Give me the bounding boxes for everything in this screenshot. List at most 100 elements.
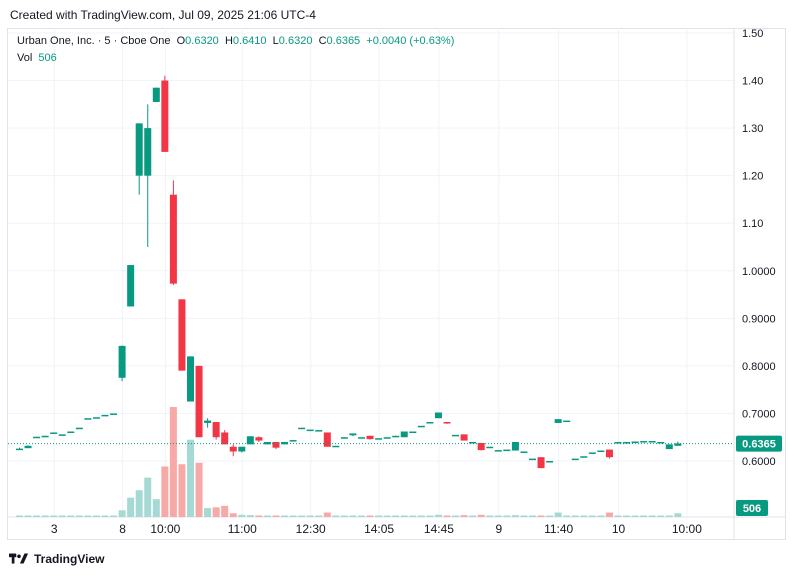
volume-bar (178, 464, 186, 517)
volume-bar (349, 515, 357, 517)
volume-bar (263, 515, 271, 517)
x-tick-label: 10:00 (672, 522, 702, 536)
x-tick-label: 14:05 (364, 522, 394, 536)
ohlc-legend: Urban One, Inc. · 5 · Cboe One O0.6320 H… (17, 35, 454, 47)
volume-bar (195, 462, 203, 517)
candle-body (33, 436, 41, 439)
volume-bar (144, 477, 152, 517)
y-tick-label: 1.0000 (742, 266, 776, 278)
candle-body (554, 419, 562, 423)
candle-body (366, 435, 374, 440)
candle-body (546, 461, 554, 463)
open-value: 0.6320 (185, 35, 219, 47)
volume-bar (92, 515, 100, 517)
candle-body (623, 441, 631, 444)
volume-bar (605, 512, 613, 517)
volume-label: Vol (17, 52, 33, 64)
candle-body (161, 80, 169, 152)
x-tick-label: 11:00 (228, 522, 257, 536)
candle-body (358, 437, 365, 439)
candle-body (340, 437, 348, 439)
volume-bar (640, 515, 648, 517)
volume-bar (187, 439, 194, 517)
candle-body (477, 442, 485, 451)
candle-body (127, 265, 135, 307)
candle-body (657, 441, 665, 444)
candle-body (221, 432, 229, 445)
candle-body (178, 299, 186, 371)
candle-body (349, 433, 357, 436)
candle-body (204, 420, 212, 423)
candle-body (255, 437, 263, 441)
candle-body (529, 458, 536, 461)
candle-body (169, 194, 177, 284)
volume-bar (520, 515, 528, 517)
candle-body (460, 434, 468, 441)
candle-body (597, 450, 605, 453)
volume-bar (571, 515, 579, 517)
volume-bar (16, 515, 23, 517)
low-label: L (272, 35, 279, 47)
candle-body (375, 438, 383, 440)
last-volume-label: 506 (743, 503, 761, 515)
volume-bar (469, 515, 477, 517)
volume-bar (281, 515, 289, 517)
volume-bar (75, 515, 83, 517)
change-value: +0.0040 (+0.63%) (366, 35, 455, 47)
volume-bar (246, 515, 254, 517)
volume-bar (229, 513, 237, 517)
candle-body (520, 451, 528, 453)
volume-bar (657, 515, 665, 517)
tradingview-brand: TradingView (34, 552, 105, 566)
candle-body (400, 431, 408, 438)
candle-body (238, 446, 246, 452)
candle-body (426, 422, 434, 424)
volume-bar (486, 515, 494, 517)
symbol-label[interactable]: Urban One, Inc. · 5 · Cboe One (17, 35, 171, 47)
candle-body (409, 431, 417, 434)
candle-body (58, 434, 66, 436)
candle-body (16, 448, 23, 451)
candle-body (272, 441, 280, 448)
x-tick-label: 9 (495, 522, 502, 536)
last-price-label: 0.6365 (742, 439, 776, 451)
candle-body (144, 128, 152, 176)
last-price-badge (736, 435, 782, 452)
candle-body (537, 457, 545, 469)
volume-bar (366, 515, 374, 517)
volume-value: 506 (38, 52, 57, 64)
volume-bar (204, 508, 212, 517)
candle-body (315, 430, 323, 432)
open-label: O (176, 35, 186, 47)
candle-body (571, 458, 579, 461)
chart-frame (7, 28, 786, 540)
high-value: 0.6410 (232, 35, 267, 47)
y-tick-label: 1.10 (742, 218, 763, 230)
volume-bar (298, 515, 306, 517)
x-tick-label: 3 (51, 522, 58, 536)
candle-body (306, 429, 314, 432)
volume-bar (41, 515, 49, 517)
candle-body (503, 449, 511, 452)
top-bar: Created with TradingView.com, Jul 09, 20… (0, 0, 798, 28)
candle-body (452, 434, 460, 437)
candle-body (631, 441, 639, 444)
volume-bar (623, 515, 631, 517)
candle-body (75, 427, 83, 430)
volume-bar (417, 515, 425, 517)
candle-body (580, 456, 588, 458)
candle-body (41, 435, 49, 438)
volume-bar (221, 505, 229, 517)
close-label: C (318, 35, 327, 47)
y-tick-label: 1.50 (742, 28, 763, 40)
candle-body (511, 441, 519, 451)
candle-body (101, 414, 109, 417)
volume-bar (648, 515, 656, 517)
volume-bar (503, 515, 511, 517)
candle-body (92, 417, 100, 419)
volume-bar (494, 515, 502, 517)
y-tick-label: 1.30 (742, 123, 763, 135)
volume-bar (127, 497, 135, 517)
x-tick-label: 10 (612, 522, 626, 536)
